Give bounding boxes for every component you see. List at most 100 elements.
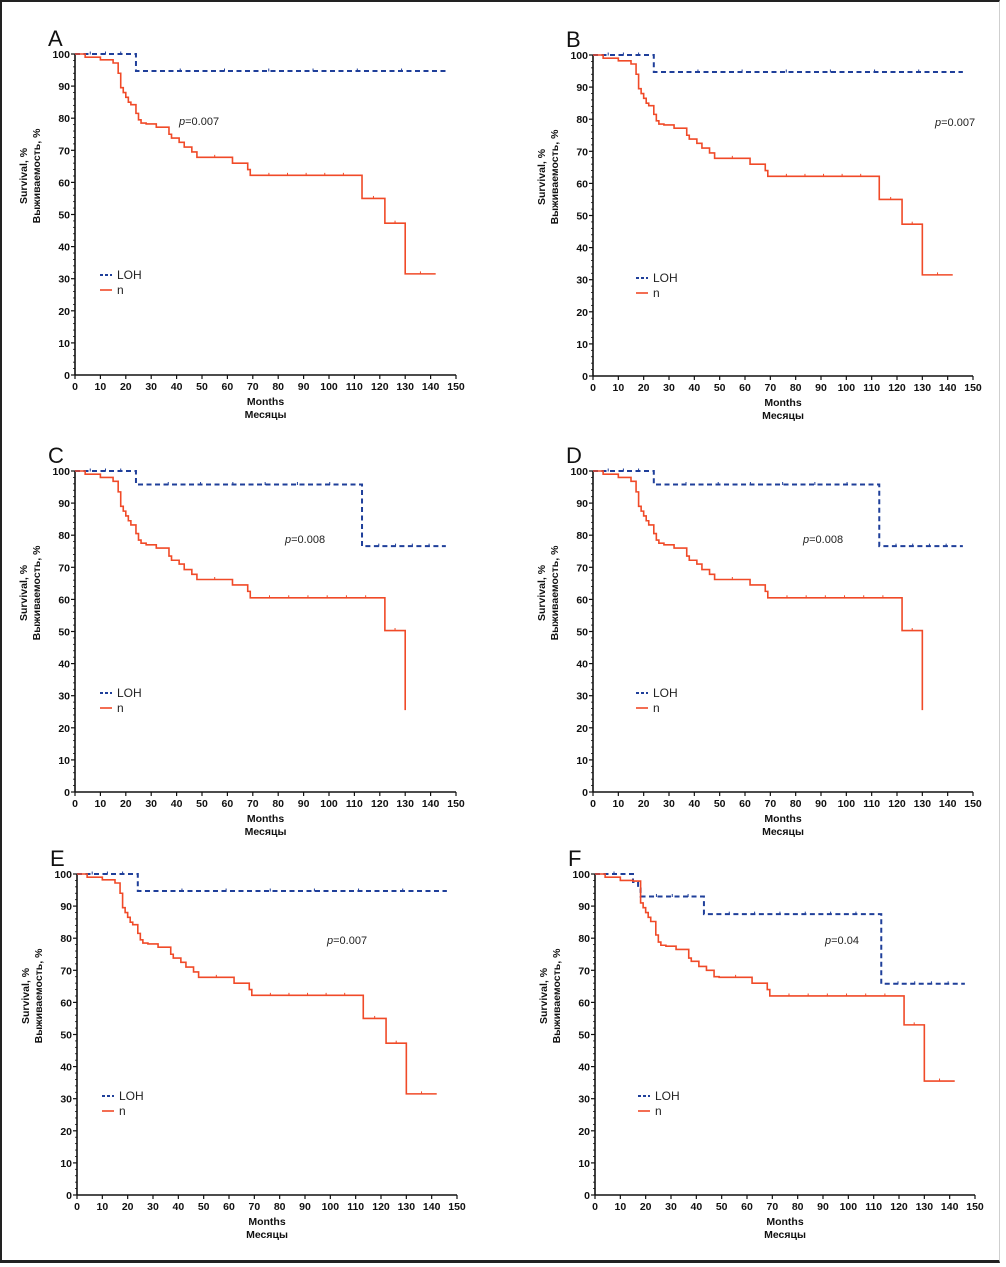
x-tick-label: 0 <box>592 1201 598 1213</box>
series-n-curve <box>77 873 437 1095</box>
x-tick-label: 80 <box>272 798 284 810</box>
y-tick-label: 50 <box>58 627 70 639</box>
x-tick-label: 90 <box>815 798 827 810</box>
y-tick-label: 60 <box>576 594 588 606</box>
y-tick-label: 20 <box>576 307 588 319</box>
y-tick-label: 0 <box>64 370 70 382</box>
x-tick-label: 70 <box>248 1201 260 1213</box>
x-tick-label: 40 <box>690 1201 702 1213</box>
x-tick-label: 150 <box>964 382 982 394</box>
y-tick-label: 50 <box>578 1030 590 1042</box>
x-tick-label: 140 <box>423 1201 441 1213</box>
x-axis-title: Месяцы <box>764 1229 806 1241</box>
x-tick-label: 140 <box>941 1201 959 1213</box>
series-loh-curve <box>593 470 963 548</box>
y-tick-label: 30 <box>578 1094 590 1106</box>
x-axis-title: Months <box>247 813 284 825</box>
series-n-curve <box>593 470 924 711</box>
x-tick-label: 40 <box>688 382 700 394</box>
x-axis-title: Месяцы <box>762 410 804 422</box>
y-tick-label: 80 <box>58 113 70 125</box>
y-tick-label: 0 <box>582 787 588 799</box>
panel-letter: C <box>48 443 64 468</box>
x-tick-label: 60 <box>739 382 751 394</box>
y-tick-label: 10 <box>60 1158 72 1170</box>
x-tick-label: 100 <box>838 798 856 810</box>
y-tick-label: 100 <box>54 869 72 881</box>
x-tick-label: 90 <box>817 1201 829 1213</box>
panel-letter: A <box>48 26 63 51</box>
y-tick-label: 70 <box>60 965 72 977</box>
y-tick-label: 80 <box>58 530 70 542</box>
y-tick-label: 40 <box>576 243 588 255</box>
x-tick-label: 130 <box>914 798 932 810</box>
x-tick-label: 90 <box>298 381 310 393</box>
x-tick-label: 90 <box>298 798 310 810</box>
y-tick-label: 0 <box>64 787 70 799</box>
x-tick-label: 0 <box>590 382 596 394</box>
x-tick-label: 140 <box>939 382 957 394</box>
y-axis-title: Survival, % <box>538 967 550 1024</box>
series-loh-curve <box>595 873 965 985</box>
y-axis-title: Survival, % <box>18 564 30 621</box>
p-symbol: p <box>178 116 185 128</box>
y-tick-label: 90 <box>58 498 70 510</box>
y-tick-label: 50 <box>576 211 588 223</box>
y-tick-label: 40 <box>58 242 70 254</box>
y-tick-label: 30 <box>58 274 70 286</box>
x-tick-label: 60 <box>223 1201 235 1213</box>
y-tick-label: 0 <box>584 1190 590 1202</box>
y-tick-label: 60 <box>576 178 588 190</box>
legend-label: LOH <box>653 271 678 285</box>
x-tick-label: 10 <box>612 382 624 394</box>
x-tick-label: 110 <box>865 1201 882 1213</box>
p-value-annotation: p=0.007 <box>934 117 975 129</box>
x-tick-label: 0 <box>590 798 596 810</box>
x-tick-label: 70 <box>247 798 259 810</box>
x-tick-label: 130 <box>914 382 932 394</box>
y-tick-label: 90 <box>58 81 70 93</box>
p-value: =0.007 <box>333 935 367 947</box>
y-axis-title: Выживаемость, % <box>551 948 563 1043</box>
x-axis-title: Months <box>764 397 801 409</box>
legend-label: n <box>653 286 660 300</box>
x-axis-title: Months <box>766 1216 803 1228</box>
p-value-annotation: p=0.04 <box>824 935 859 947</box>
legend-label: n <box>653 701 660 715</box>
y-tick-label: 100 <box>572 869 590 881</box>
x-tick-label: 110 <box>863 798 880 810</box>
legend-label: n <box>117 701 124 715</box>
x-tick-label: 100 <box>840 1201 858 1213</box>
y-tick-label: 30 <box>60 1094 72 1106</box>
x-tick-label: 80 <box>792 1201 804 1213</box>
p-value: =0.008 <box>291 534 325 546</box>
legend-label: n <box>117 283 124 297</box>
x-tick-label: 130 <box>398 1201 416 1213</box>
x-tick-label: 140 <box>939 798 957 810</box>
x-tick-label: 90 <box>815 382 827 394</box>
p-value-annotation: p=0.007 <box>326 935 367 947</box>
x-tick-label: 20 <box>120 381 132 393</box>
x-tick-label: 150 <box>447 798 465 810</box>
y-tick-label: 90 <box>576 82 588 94</box>
y-tick-label: 100 <box>570 50 588 62</box>
x-tick-label: 110 <box>347 1201 364 1213</box>
p-value: =0.008 <box>809 534 843 546</box>
legend-label: LOH <box>117 268 142 282</box>
x-tick-label: 60 <box>222 381 234 393</box>
y-tick-label: 40 <box>60 1062 72 1074</box>
x-axis-title: Месяцы <box>245 409 287 421</box>
x-tick-label: 10 <box>95 798 107 810</box>
y-tick-label: 50 <box>58 210 70 222</box>
x-tick-label: 70 <box>764 798 776 810</box>
x-tick-label: 40 <box>171 381 183 393</box>
x-tick-label: 0 <box>72 798 78 810</box>
series-loh-curve <box>75 470 446 548</box>
